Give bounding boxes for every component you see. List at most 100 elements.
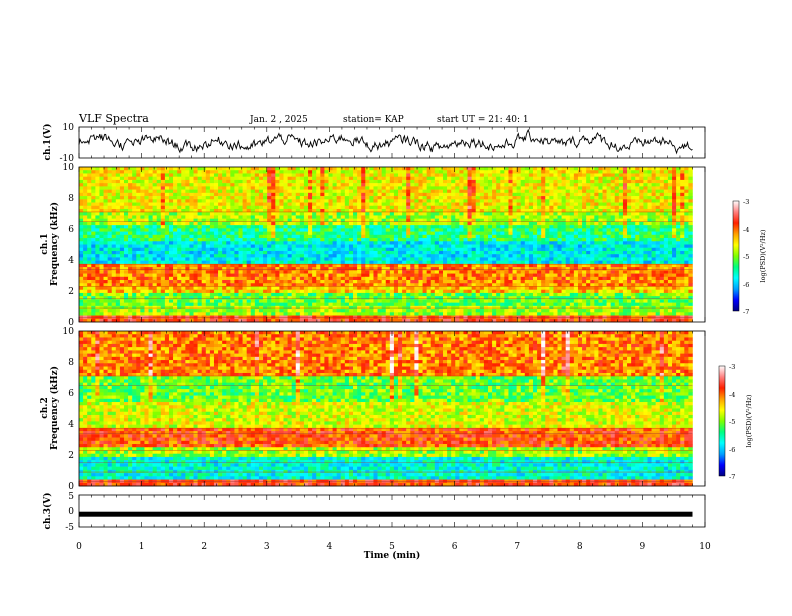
ch1-spec-cell [427, 254, 431, 258]
ch1-spec-cell [226, 186, 230, 190]
ch1-spec-cell [541, 238, 545, 242]
ch1-spec-cell [431, 232, 435, 236]
ch1-spec-cell [643, 232, 647, 236]
ch1-spec-cell [157, 235, 161, 239]
ch1-spec-cell [353, 225, 357, 229]
ch1-spec-cell [635, 245, 639, 249]
ch1-spec-cell [132, 199, 136, 203]
ch1-spec-cell [357, 241, 361, 245]
ch1-spec-cell [586, 215, 590, 219]
ch1-spec-cell [132, 228, 136, 232]
ch1-spec-cell [349, 248, 353, 252]
ch1-spec-cell [157, 199, 161, 203]
ch1-spec-cell [545, 203, 549, 207]
ch1-spec-cell [337, 251, 341, 255]
ch1-spec-cell [140, 193, 144, 197]
ch1-spec-cell [312, 167, 316, 171]
ch1-spec-cell [304, 228, 308, 232]
ch1-spec-cell [120, 232, 124, 236]
ch1-spec-cell [104, 219, 108, 223]
ch1-spec-cell [513, 241, 517, 245]
ch1-spec-cell [553, 183, 557, 187]
ch1-spec-cell [521, 261, 525, 265]
ch1-spec-cell [549, 212, 553, 216]
ch1-spec-cell [500, 180, 504, 184]
ch1-spec-cell [623, 203, 627, 207]
ch1-spec-cell [194, 196, 198, 200]
ch1-spec-cell [345, 254, 349, 258]
ch1-spec-cell [627, 219, 631, 223]
ch1-spec-cell [410, 183, 414, 187]
ch1-spec-cell [218, 254, 222, 258]
ch1-spec-cell [324, 196, 328, 200]
ch1-spec-cell [177, 222, 181, 226]
ch1-spec-cell [513, 261, 517, 265]
ch1-spec-cell [619, 254, 623, 258]
ch1-spec-cell [194, 186, 198, 190]
ch1-spec-cell [181, 238, 185, 242]
ch1-spec-cell [173, 257, 177, 261]
ch1-spec-cell [496, 219, 500, 223]
ch1-spec-cell [517, 219, 521, 223]
ch1-spec-cell [398, 270, 402, 274]
ch1-spec-cell [91, 222, 95, 226]
ch1-spec-cell [120, 245, 124, 249]
ch1-spec-cell [558, 219, 562, 223]
ch1-spec-cell [664, 173, 668, 177]
ch1-spec-cell [165, 267, 169, 271]
ch1-spec-cell [324, 219, 328, 223]
ch1-spec-cell [631, 186, 635, 190]
ch1-spec-cell [402, 245, 406, 249]
ch1-spec-cell [553, 186, 557, 190]
ch1-spec-cell [668, 193, 672, 197]
ch1-spec-cell [140, 257, 144, 261]
ch1-spec-cell [275, 215, 279, 219]
ch1-spec-cell [541, 173, 545, 177]
ch1-spec-cell [149, 245, 153, 249]
ch1-spec-cell [275, 267, 279, 271]
ch1-spec-cell [558, 238, 562, 242]
ch1-spec-cell [627, 261, 631, 265]
ch1-spec-cell [558, 170, 562, 174]
ch1-spec-cell [279, 257, 283, 261]
ch1-spec-cell [140, 254, 144, 258]
ch1-spec-cell [263, 257, 267, 261]
ch1-spec-cell [312, 170, 316, 174]
ch1-spec-cell [537, 212, 541, 216]
ch1-spec-cell [132, 206, 136, 210]
ch1-spec-cell [553, 251, 557, 255]
ch1-spec-cell [517, 267, 521, 271]
ch1-spec-cell [594, 183, 598, 187]
ch1-spec-cell [394, 228, 398, 232]
ch1-spec-cell [271, 270, 275, 274]
ch1-spec-cell [271, 248, 275, 252]
ch1-spec-cell [676, 222, 680, 226]
ch1-spec-cell [288, 170, 292, 174]
ch1-spec-cell [664, 238, 668, 242]
ch1-spec-cell [275, 196, 279, 200]
ch1-spec-cell [202, 215, 206, 219]
ch1-spec-cell [615, 199, 619, 203]
ch1-spec-cell [304, 215, 308, 219]
ch1-spec-cell [124, 248, 128, 252]
ch1-spec-cell [132, 186, 136, 190]
ch1-spec-cell [153, 245, 157, 249]
ch1-spec-cell [283, 183, 287, 187]
ch1-spec-cell [345, 267, 349, 271]
ch1-spec-cell [169, 257, 173, 261]
ch1-spec-cell [586, 199, 590, 203]
ch1-spec-cell [91, 245, 95, 249]
ch1-spec-cell [353, 261, 357, 265]
ch1-spec-cell [173, 219, 177, 223]
ch1-spec-cell [140, 196, 144, 200]
ch1-spec-cell [165, 167, 169, 171]
ch1-spec-cell [218, 173, 222, 177]
ch1-spec-cell [533, 261, 537, 265]
ch1-spec-cell [324, 241, 328, 245]
ch1-spec-cell [521, 215, 525, 219]
ch1-spec-cell [108, 254, 112, 258]
ch1-spec-cell [120, 203, 124, 207]
ch1-spec-cell [627, 245, 631, 249]
ch1-spec-cell [435, 267, 439, 271]
ch1-spec-cell [124, 219, 128, 223]
